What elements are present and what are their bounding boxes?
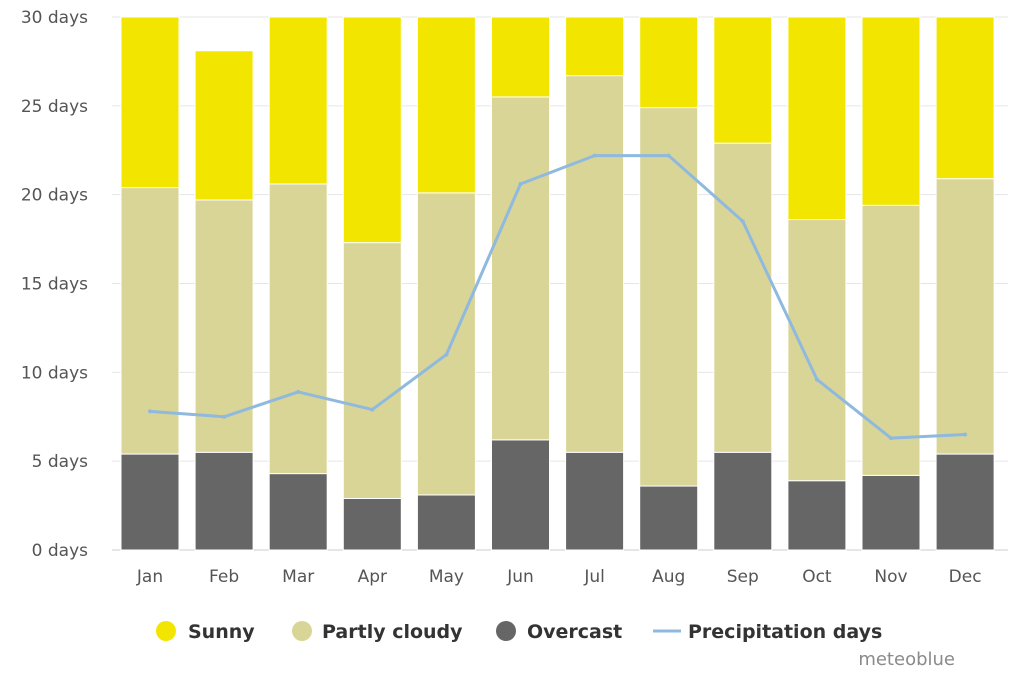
bar-overcast[interactable] [713,451,773,551]
precipitation-line-layer [148,153,968,441]
bar-partly-cloudy[interactable] [787,219,847,482]
y-tick-label: 30 days [21,8,88,28]
bar-sunny[interactable] [268,16,328,185]
y-tick-label: 20 days [21,186,88,206]
legend-label: Partly cloudy [322,621,463,643]
bar-overcast[interactable] [416,494,476,551]
bar-overcast[interactable] [565,451,625,551]
bar-partly-cloudy[interactable] [416,192,476,496]
precipitation-point[interactable] [444,352,449,357]
precipitation-point[interactable] [370,407,375,412]
precipitation-point[interactable] [814,377,819,382]
x-tick-label: Apr [358,567,387,587]
bar-stack-aug[interactable] [639,16,699,551]
x-axis-tick-labels: Jan Feb Mar Apr May Jun Jul Aug Sep Oct Nov Dec [136,567,982,587]
bar-sunny[interactable] [639,16,699,109]
x-tick-label: Sep [727,567,759,587]
x-tick-label: Nov [874,567,907,587]
bar-stack-jun[interactable] [491,16,550,551]
bar-stack-apr[interactable] [342,16,402,551]
bar-partly-cloudy[interactable] [342,242,402,499]
bar-stack-feb[interactable] [194,50,254,551]
legend-marker-icon [496,621,516,641]
y-tick-label: 10 days [21,363,88,383]
bar-stack-sep[interactable] [713,16,773,551]
legend-item-precipitation-days[interactable]: Precipitation days [653,621,882,643]
legend-marker-icon [156,621,176,641]
bar-partly-cloudy[interactable] [935,178,995,455]
bar-sunny[interactable] [416,16,476,194]
y-tick-label: 15 days [21,275,88,295]
bar-stack-dec[interactable] [935,16,995,551]
bar-stack-jan[interactable] [120,16,180,551]
x-tick-label: Jan [136,567,163,587]
bar-partly-cloudy[interactable] [713,142,773,453]
bar-sunny[interactable] [565,16,625,77]
bar-sunny[interactable] [861,16,921,206]
legend-label: Overcast [527,621,622,643]
bar-overcast[interactable] [120,453,180,551]
x-tick-label: Jul [583,567,605,587]
credit-label[interactable]: meteoblue [858,649,955,670]
bar-overcast[interactable] [268,473,328,551]
precipitation-point[interactable] [148,409,152,414]
precipitation-days-line[interactable] [148,154,967,440]
legend-marker-icon [292,621,312,641]
precipitation-point[interactable] [666,153,671,158]
bar-overcast[interactable] [861,474,921,551]
bar-overcast[interactable] [639,485,699,551]
precipitation-point[interactable] [889,436,893,441]
bar-stack-mar[interactable] [268,16,328,551]
bar-overcast[interactable] [787,480,847,551]
x-tick-label: Aug [652,567,685,587]
legend-item-partly-cloudy[interactable]: Partly cloudy [292,621,463,643]
legend-item-overcast[interactable]: Overcast [496,621,622,643]
precipitation-point[interactable] [592,153,597,158]
bar-sunny[interactable] [120,16,180,189]
stacked-bars [120,16,995,551]
bar-stack-jul[interactable] [565,16,625,551]
bar-partly-cloudy[interactable] [639,107,699,487]
bar-sunny[interactable] [713,16,773,144]
precipitation-point[interactable] [740,219,745,224]
precipitation-point[interactable] [518,182,523,187]
legend-item-sunny[interactable]: Sunny [156,621,255,643]
precipitation-point[interactable] [963,432,968,437]
bar-sunny[interactable] [342,16,402,244]
x-tick-label: May [429,567,464,587]
legend[interactable]: Sunny Partly cloudy Overcast Precipitation … [156,621,882,643]
bar-partly-cloudy[interactable] [491,96,550,441]
gridlines [112,16,1008,551]
y-tick-label: 25 days [21,97,88,117]
bar-partly-cloudy[interactable] [861,204,921,476]
bar-overcast[interactable] [342,497,402,551]
legend-label: Precipitation days [688,621,882,643]
bar-stack-nov[interactable] [861,16,921,551]
legend-label: Sunny [188,621,255,643]
precipitation-point[interactable] [296,389,301,394]
y-tick-label: 5 days [32,452,88,472]
bar-overcast[interactable] [491,439,550,551]
bar-sunny[interactable] [787,16,847,221]
x-tick-label: Oct [802,567,832,587]
y-axis-tick-labels: 0 days 5 days 10 days 15 days 20 days 25 days… [21,8,88,561]
bar-stack-oct[interactable] [787,16,847,551]
bar-stack-may[interactable] [416,16,476,551]
bar-overcast[interactable] [194,451,254,551]
bar-partly-cloudy[interactable] [268,183,328,475]
bar-partly-cloudy[interactable] [565,75,625,453]
x-tick-label: Jun [506,567,534,587]
x-tick-label: Feb [209,567,239,587]
bar-sunny[interactable] [194,50,254,201]
bar-sunny[interactable] [491,16,550,98]
precipitation-point[interactable] [222,414,227,419]
x-tick-label: Mar [282,567,314,587]
bar-sunny[interactable] [935,16,995,180]
y-tick-label: 0 days [32,541,88,561]
bar-overcast[interactable] [935,453,995,551]
x-tick-label: Dec [949,567,982,587]
